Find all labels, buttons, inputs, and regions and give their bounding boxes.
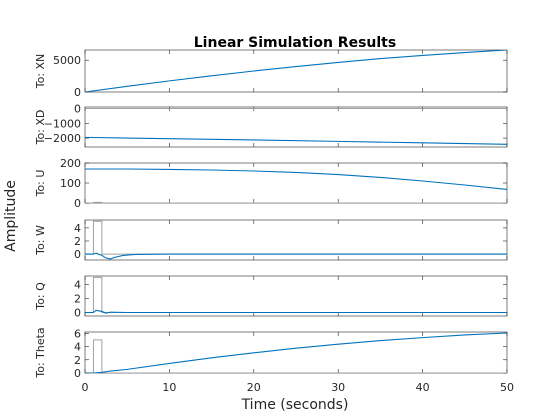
y-tick-label: 2 <box>74 354 81 367</box>
subplot-frame <box>84 49 508 93</box>
y-tick-label: 200 <box>60 157 81 170</box>
input-signal-line <box>85 201 507 203</box>
subplot-5: 024 To: Q <box>34 275 508 319</box>
subplot-output-label: To: U <box>34 170 47 198</box>
y-tick-label: 5000 <box>53 54 81 67</box>
x-tick-label: 10 <box>162 381 176 394</box>
response-line <box>85 168 507 190</box>
subplot-4: 024 To: W <box>34 219 508 261</box>
y-tick-label: 0 <box>74 248 81 261</box>
subplot-frame <box>84 275 508 317</box>
y-tick-label: 0 <box>74 306 81 319</box>
response-line <box>85 309 507 314</box>
subplot-1: 0 5000 To: XN <box>34 49 508 99</box>
response-line <box>85 252 507 260</box>
subplot-output-label: To: Theta <box>34 327 47 378</box>
y-tick-label: 4 <box>74 222 81 235</box>
y-tick-label: −2000 <box>44 132 81 145</box>
y-axis-label: Amplitude <box>3 180 19 252</box>
y-tick-label: 4 <box>74 341 81 354</box>
y-tick-label: −1000 <box>44 117 81 130</box>
x-axis-label: Time (seconds) <box>241 397 349 413</box>
subplot-3: 0 100 200 To: U <box>34 157 508 210</box>
response-line <box>85 332 507 373</box>
response-line <box>85 50 507 92</box>
x-tick-label: 30 <box>331 381 345 394</box>
y-tick-label: 2 <box>74 235 81 248</box>
y-tick-label: 0 <box>74 197 81 210</box>
subplot-output-label: To: XD <box>34 110 47 146</box>
y-tick-label: 0 <box>74 367 81 380</box>
subplot-2: −2000 −1000 0 To: XD <box>34 102 508 148</box>
x-tick-label: 50 <box>500 381 514 394</box>
input-signal-line <box>85 339 507 373</box>
subplot-frame <box>84 219 508 261</box>
x-tick-label: 20 <box>247 381 261 394</box>
x-tick-label: 0 <box>82 381 89 394</box>
subplot-output-label: To: Q <box>34 282 47 311</box>
y-tick-label: 6 <box>74 327 81 340</box>
y-tick-label: 100 <box>60 177 81 190</box>
x-axis-ticks: 0 10 20 30 40 50 <box>82 381 515 394</box>
y-tick-label: 2 <box>74 292 81 305</box>
y-tick-label: 0 <box>74 86 81 99</box>
y-tick-label: 0 <box>74 102 81 115</box>
subplot-output-label: To: XN <box>34 54 47 90</box>
x-tick-label: 40 <box>416 381 430 394</box>
subplot-frame <box>84 331 508 374</box>
subplot-output-label: To: W <box>34 225 47 256</box>
y-tick-label: 4 <box>74 278 81 291</box>
response-line <box>85 136 507 145</box>
chart-title: Linear Simulation Results <box>194 35 396 51</box>
